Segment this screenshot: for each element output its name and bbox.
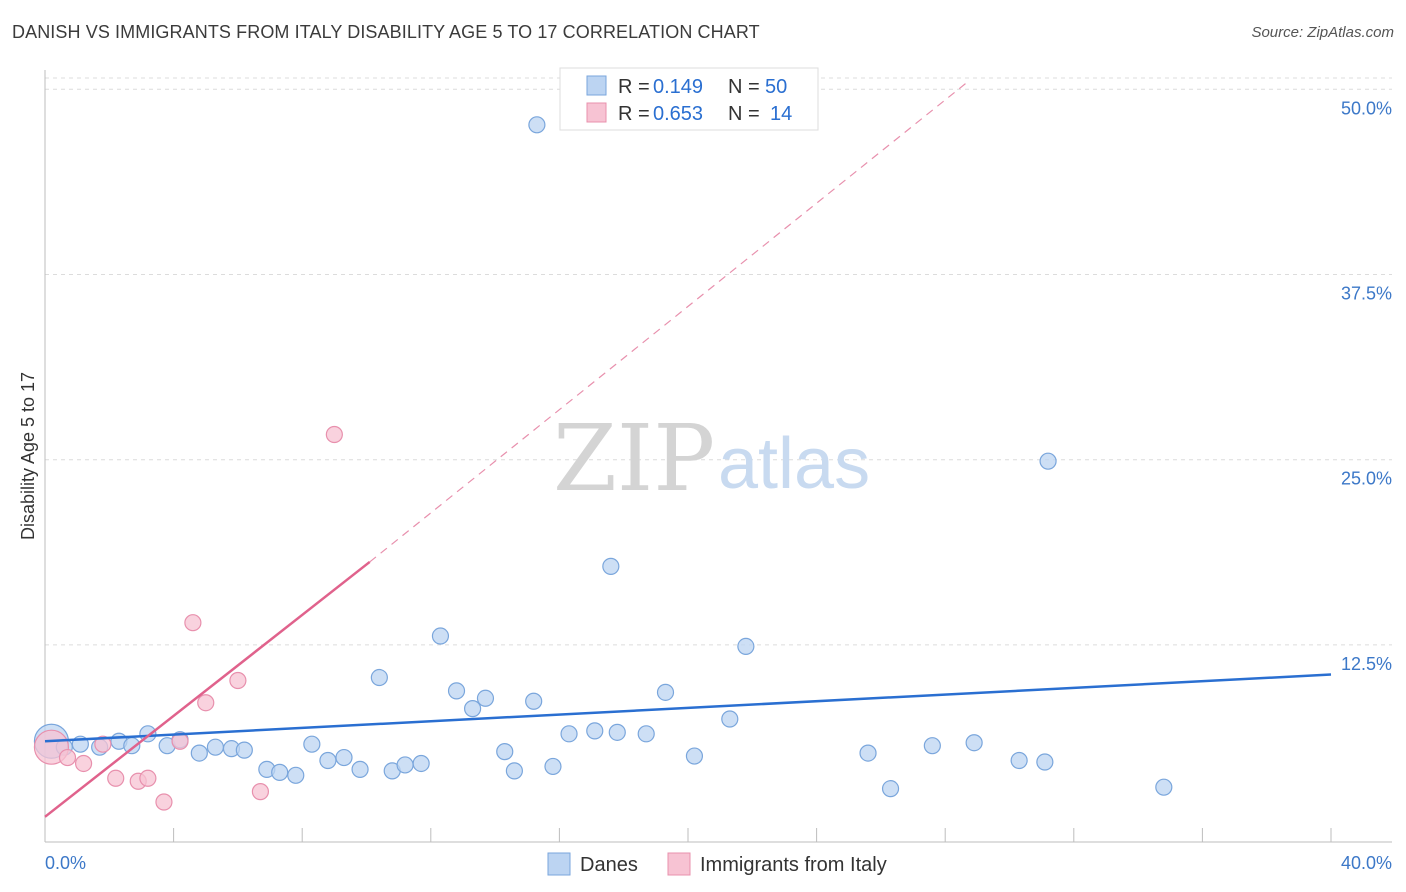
- danes-point: [608, 723, 626, 741]
- danes-point: [544, 757, 562, 776]
- italy-point: [107, 769, 125, 787]
- danes-point: [1010, 751, 1028, 770]
- italy-point: [155, 793, 173, 811]
- series-legend-label-danes: Danes: [580, 854, 638, 876]
- danes-point: [463, 700, 482, 718]
- legend-swatch-danes: [586, 75, 607, 96]
- trend-lines: [44, 81, 1332, 818]
- watermark-atlas: atlas: [718, 424, 870, 504]
- series-legend-swatch-danes: [547, 852, 571, 876]
- danes-point: [602, 557, 620, 575]
- danes-point: [271, 763, 289, 781]
- danes-point: [335, 748, 353, 767]
- danes-point: [370, 668, 388, 687]
- danes-point: [560, 725, 578, 743]
- source-label: Source: ZipAtlas.com: [1251, 24, 1394, 41]
- danes-point: [447, 682, 466, 700]
- danes-point: [206, 738, 224, 756]
- y-tick-label: 25.0%: [1341, 469, 1392, 489]
- legend-r-value-danes: 0.149: [653, 76, 703, 98]
- danes-point: [965, 734, 983, 752]
- series-legend: Danes Immigrants from Italy: [547, 852, 887, 876]
- x-axis-ticks: [173, 828, 1332, 842]
- legend-swatch-italy: [586, 102, 607, 123]
- italy-trendline-extension: [369, 81, 969, 563]
- danes-point: [431, 627, 450, 645]
- x-tick-label-max: 40.0%: [1341, 853, 1392, 873]
- stats-legend: R = 0.149 N = 50 R = 0.653 N = 14: [559, 67, 819, 131]
- danes-trendline: [44, 673, 1332, 743]
- danes-point: [685, 747, 704, 765]
- italy-point: [197, 694, 215, 712]
- danes-point: [505, 762, 523, 780]
- legend-n-value-italy: 14: [770, 103, 792, 125]
- danes-point: [721, 710, 739, 728]
- danes-point: [396, 756, 414, 774]
- series-legend-label-italy: Immigrants from Italy: [700, 854, 887, 876]
- chart-title: DANISH VS IMMIGRANTS FROM ITALY DISABILI…: [12, 22, 760, 42]
- italy-point: [58, 748, 77, 767]
- italy-point: [229, 671, 247, 690]
- danes-point: [1155, 778, 1173, 796]
- legend-r-value-italy: 0.653: [653, 103, 703, 125]
- italy-point: [74, 754, 93, 773]
- danes-point: [586, 722, 604, 740]
- danes-point: [923, 737, 941, 755]
- series-legend-swatch-italy: [667, 852, 691, 876]
- danes-point: [859, 744, 877, 762]
- legend-r-label-danes: R =: [618, 76, 650, 98]
- danes-point: [496, 743, 514, 761]
- watermark-zip: ZIP: [553, 405, 715, 512]
- danes-point: [737, 637, 755, 656]
- danes-point: [1036, 753, 1054, 771]
- danes-point: [1039, 452, 1057, 470]
- italy-points: [33, 425, 343, 811]
- y-tick-label: 37.5%: [1341, 283, 1392, 303]
- legend-n-label-italy: N =: [728, 103, 760, 125]
- danes-point: [235, 741, 253, 759]
- danes-point: [637, 725, 655, 743]
- x-tick-label-min: 0.0%: [45, 853, 86, 873]
- danes-point: [412, 754, 430, 773]
- danes-point: [525, 692, 543, 710]
- legend-r-label-italy: R =: [618, 103, 650, 125]
- danes-point: [287, 766, 305, 784]
- y-axis-title: Disability Age 5 to 17: [18, 372, 38, 540]
- danes-point: [190, 744, 208, 762]
- italy-point: [325, 425, 343, 444]
- danes-point: [881, 780, 900, 798]
- legend-n-label-danes: N =: [728, 76, 760, 98]
- danes-point: [351, 760, 369, 778]
- italy-trendline: [44, 560, 371, 818]
- danes-point: [303, 735, 321, 753]
- italy-point: [139, 769, 157, 787]
- y-tick-label: 50.0%: [1341, 98, 1392, 118]
- italy-point: [251, 783, 270, 801]
- gridlines: [45, 77, 1392, 646]
- legend-n-value-danes: 50: [765, 76, 787, 98]
- italy-point: [94, 735, 112, 753]
- y-tick-labels: 12.5% 25.0% 37.5% 50.0%: [1341, 98, 1392, 674]
- danes-point: [656, 683, 675, 701]
- danes-point: [528, 116, 546, 134]
- danes-point: [319, 751, 337, 770]
- italy-point: [184, 614, 202, 632]
- y-tick-label: 12.5%: [1341, 654, 1392, 674]
- danes-point: [476, 689, 495, 707]
